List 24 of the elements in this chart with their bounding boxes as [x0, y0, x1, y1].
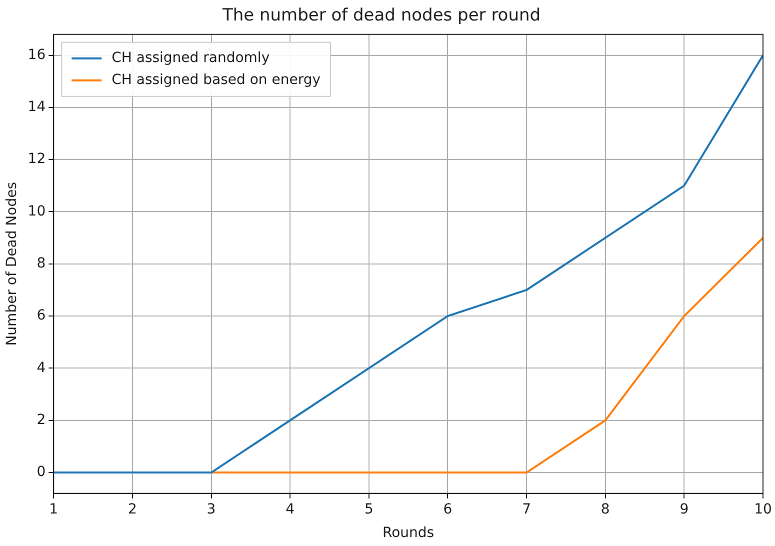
x-tick-label: 3 [206, 501, 216, 518]
chart-title: The number of dead nodes per round [221, 6, 541, 26]
x-tick-label: 7 [522, 501, 531, 518]
x-tick-label: 10 [754, 501, 772, 518]
x-axis-title: Rounds [382, 525, 434, 542]
y-tick-label: 10 [28, 203, 46, 220]
y-tick-label: 16 [28, 46, 46, 63]
y-tick-label: 12 [28, 151, 46, 168]
y-axis-title: Number of Dead Nodes [4, 182, 20, 346]
y-tick-label: 0 [36, 464, 46, 480]
y-tick-label: 6 [36, 308, 46, 324]
x-tick-label: 2 [128, 501, 137, 518]
x-tick-label: 4 [286, 501, 295, 518]
x-tick-label: 9 [680, 501, 689, 518]
x-tick-label: 1 [49, 501, 58, 518]
x-tick-label: 6 [443, 501, 452, 518]
y-tick-label: 4 [36, 360, 46, 376]
x-tick-label: 8 [600, 501, 610, 518]
y-tick-label: 2 [36, 412, 46, 428]
y-tick-label: 8 [36, 256, 46, 272]
y-tick-label: 14 [28, 99, 46, 116]
x-tick-label: 5 [364, 501, 374, 518]
legend-label: CH assigned based on energy [112, 72, 321, 88]
legend-label: CH assigned randomly [112, 50, 270, 66]
